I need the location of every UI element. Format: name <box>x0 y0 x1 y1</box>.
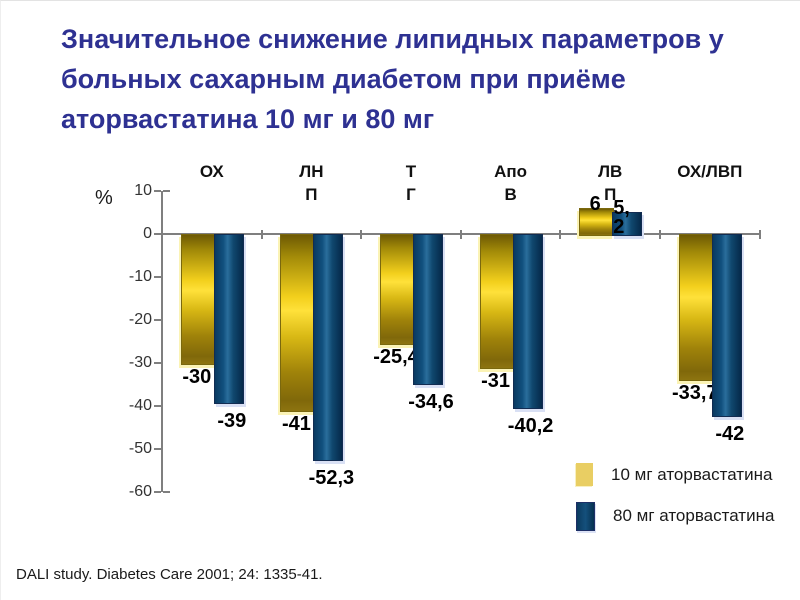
category-label: Апо В <box>494 162 528 204</box>
y-tick-label: -50 <box>128 440 152 457</box>
legend-item-80mg: 80 мг аторвастатина <box>576 502 774 531</box>
bar-value-label: -25,4 <box>373 346 419 369</box>
bar-value-label: -34,6 <box>408 390 454 413</box>
x-axis-tick <box>360 230 363 239</box>
y-axis-line <box>161 191 163 492</box>
y-tick-label: -60 <box>128 483 152 500</box>
legend-label-10mg: 10 мг аторвастатина <box>611 465 773 484</box>
y-axis-tick <box>154 405 161 407</box>
x-axis-tick <box>459 230 462 239</box>
category-label: ЛН П <box>299 162 324 204</box>
bar-ОХ-80mg <box>213 234 244 404</box>
legend-swatch-10mg-icon <box>576 463 593 486</box>
bar-ЛНП-80mg <box>313 234 344 461</box>
chart-legend: 10 мг аторвастатина 80 мг аторвастатина <box>576 461 774 545</box>
x-axis-tick <box>659 230 661 239</box>
y-tick-label: 10 <box>134 182 152 199</box>
legend-label-80mg: 80 мг аторвастатина <box>613 506 775 525</box>
y-axis-tick <box>154 233 161 235</box>
slide-title: Значительное снижение липидных параметро… <box>61 24 724 134</box>
bar-value-label: -30 <box>182 366 212 388</box>
category-label: Т Г <box>405 162 417 204</box>
y-axis-tick <box>154 276 161 278</box>
category-label: ОХ <box>199 162 224 181</box>
source-citation: DALI study. Diabetes Care 2001; 24: 1335… <box>16 566 323 583</box>
bar-Апо В-10mg <box>479 234 515 370</box>
y-axis-tick <box>154 319 161 321</box>
bar-value-label: 5,2 <box>613 196 630 238</box>
y-axis-unit-label: % <box>95 187 113 209</box>
y-tick-label: -20 <box>128 311 152 328</box>
bar-value-label: -52,3 <box>308 466 355 489</box>
legend-swatch-80mg-icon <box>576 502 595 531</box>
y-axis-tick <box>154 362 161 364</box>
bar-ТГ-10mg <box>380 234 415 346</box>
bar-ЛВП-10mg <box>579 208 615 236</box>
bar-Апо В-80mg <box>512 234 543 409</box>
bar-ТГ-80mg <box>413 234 443 385</box>
y-tick-label: -40 <box>128 397 152 414</box>
bar-ЛВП-80mg <box>612 211 643 236</box>
bar-value-label: -31 <box>481 370 511 393</box>
bar-ЛНП-10mg <box>280 234 316 413</box>
bar-ОХ-10mg <box>180 234 216 365</box>
x-axis-tick <box>559 230 562 239</box>
bar-ОХ/ЛВП-80mg <box>711 234 742 417</box>
y-axis-tick <box>154 190 161 192</box>
bar-value-label: -33,7 <box>672 381 718 404</box>
y-tick-label: -30 <box>128 354 152 371</box>
bar-value-label: -42 <box>715 422 745 445</box>
bar-ОХ/ЛВП-10mg <box>678 234 714 381</box>
bar-value-label: 6 <box>589 193 601 216</box>
y-axis-tick <box>154 448 161 450</box>
category-label: ОХ/ЛВП <box>677 162 743 181</box>
y-tick-label: 0 <box>143 225 152 242</box>
legend-item-10mg: 10 мг аторвастатина <box>576 461 774 488</box>
x-axis-tick <box>260 230 263 239</box>
y-axis-tick <box>154 491 161 493</box>
bar-value-label: -41 <box>281 413 311 436</box>
y-axis-end-tick <box>163 190 170 192</box>
y-axis-end-tick <box>163 491 170 493</box>
bar-value-label: -39 <box>217 409 247 432</box>
category-label: ЛВ П <box>598 162 623 204</box>
x-axis-tick <box>758 230 761 239</box>
y-tick-label: -10 <box>128 268 152 285</box>
bar-value-label: -40,2 <box>507 414 554 437</box>
